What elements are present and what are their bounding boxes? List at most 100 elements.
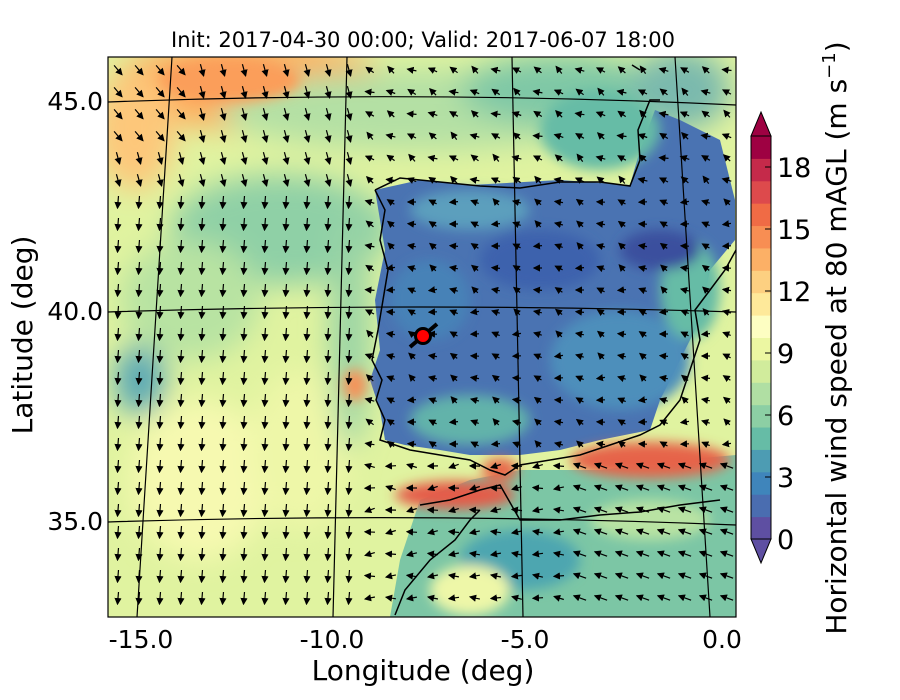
wind-arrow <box>614 462 629 470</box>
wind-arrow <box>470 154 479 162</box>
wind-arrow <box>385 89 396 96</box>
wind-arrow <box>635 506 650 514</box>
wind-arrow <box>448 88 459 96</box>
wind-arrow <box>511 154 522 162</box>
wind-arrow <box>324 547 332 562</box>
wind-arrow <box>491 374 500 383</box>
wind-arrow <box>240 415 248 430</box>
wind-arrow <box>574 308 585 316</box>
wind-arrow <box>324 130 332 143</box>
wind-arrow <box>553 594 564 602</box>
wind-arrow <box>135 195 143 210</box>
wind-arrow <box>449 309 458 317</box>
wind-arrow <box>700 396 711 404</box>
x-axis: -15.0 -10.0 -5.0 0.0 Longitude (deg) <box>109 625 742 687</box>
wind-arrow <box>114 525 122 540</box>
wind-arrow <box>156 239 164 254</box>
wind-arrow <box>156 437 164 452</box>
wind-arrow <box>156 283 164 298</box>
wind-arrow <box>428 242 437 251</box>
wind-arrow <box>261 503 269 518</box>
wind-arrow <box>114 349 122 364</box>
wind-arrow <box>698 506 713 514</box>
wind-arrow <box>324 152 332 165</box>
wind-arrow <box>303 349 311 364</box>
wind-arrow <box>447 528 460 536</box>
wind-arrow <box>240 591 248 606</box>
wind-arrow <box>614 484 629 492</box>
wind-arrow <box>114 327 122 342</box>
wind-arrow <box>303 261 311 276</box>
wind-arrow <box>722 331 731 339</box>
wind-arrow <box>470 441 479 449</box>
wind-arrow <box>177 239 185 254</box>
wind-arrow <box>114 591 122 606</box>
wind-arrow <box>198 86 206 99</box>
wind-arrow <box>261 591 269 606</box>
wind-arrow <box>677 594 692 602</box>
wind-arrow <box>324 481 332 496</box>
wind-arrow <box>114 569 122 584</box>
wind-arrow <box>681 396 689 404</box>
wind-arrow <box>721 176 732 184</box>
wind-arrow <box>240 217 248 232</box>
wind-arrow <box>324 261 332 276</box>
wind-arrow <box>365 374 374 382</box>
wind-arrow <box>533 353 542 361</box>
wind-arrow <box>261 305 269 320</box>
wind-arrow <box>156 371 164 386</box>
wind-arrow <box>533 375 542 383</box>
wind-arrow <box>681 131 689 140</box>
wind-arrow <box>553 198 564 206</box>
wind-arrow <box>303 525 311 540</box>
wind-arrow <box>553 418 564 426</box>
wind-arrow <box>656 572 671 580</box>
wind-arrow <box>637 133 648 140</box>
wind-arrow <box>408 352 416 360</box>
wind-arrow <box>365 111 375 118</box>
wind-arrow <box>680 353 689 361</box>
wind-arrow <box>282 503 290 518</box>
wind-arrow <box>490 177 501 184</box>
wind-arrow <box>177 283 185 298</box>
wind-arrow <box>428 397 437 405</box>
wind-arrow <box>114 459 122 474</box>
y-tick-label: 45.0 <box>47 87 103 116</box>
wind-arrow <box>345 174 353 187</box>
wind-arrow <box>156 415 164 430</box>
wind-arrow <box>554 243 563 251</box>
wind-arrow <box>510 528 523 536</box>
wind-arrow <box>617 66 626 74</box>
wind-arrow <box>324 283 332 298</box>
wind-arrow <box>135 547 143 562</box>
wind-arrow <box>597 352 605 360</box>
wind-arrow <box>721 440 732 448</box>
wind-arrow <box>701 441 710 449</box>
wind-arrow <box>261 547 269 562</box>
wind-arrow <box>427 67 438 74</box>
wind-arrow <box>677 462 692 470</box>
wind-arrow <box>134 65 144 76</box>
wind-arrow <box>177 217 185 232</box>
wind-arrow <box>156 481 164 496</box>
wind-arrow <box>261 349 269 364</box>
wind-arrow <box>156 393 164 408</box>
wind-arrow <box>552 528 564 536</box>
wind-arrow <box>261 130 269 143</box>
wind-arrow <box>575 88 584 96</box>
wind-arrow <box>531 484 544 492</box>
wind-arrow <box>428 419 437 427</box>
wind-arrow <box>532 132 543 140</box>
wind-arrow <box>406 110 417 118</box>
wind-arrow <box>555 330 563 338</box>
wind-arrow <box>177 195 185 210</box>
wind-arrow <box>198 305 206 320</box>
wind-arrow <box>595 243 606 250</box>
wind-arrow <box>219 349 227 364</box>
wind-arrow <box>324 459 332 474</box>
wind-arrow <box>198 152 206 165</box>
wind-arrow <box>449 352 458 361</box>
wind-arrow <box>345 130 353 143</box>
wind-arrow <box>324 371 332 386</box>
wind-arrow <box>596 309 605 317</box>
